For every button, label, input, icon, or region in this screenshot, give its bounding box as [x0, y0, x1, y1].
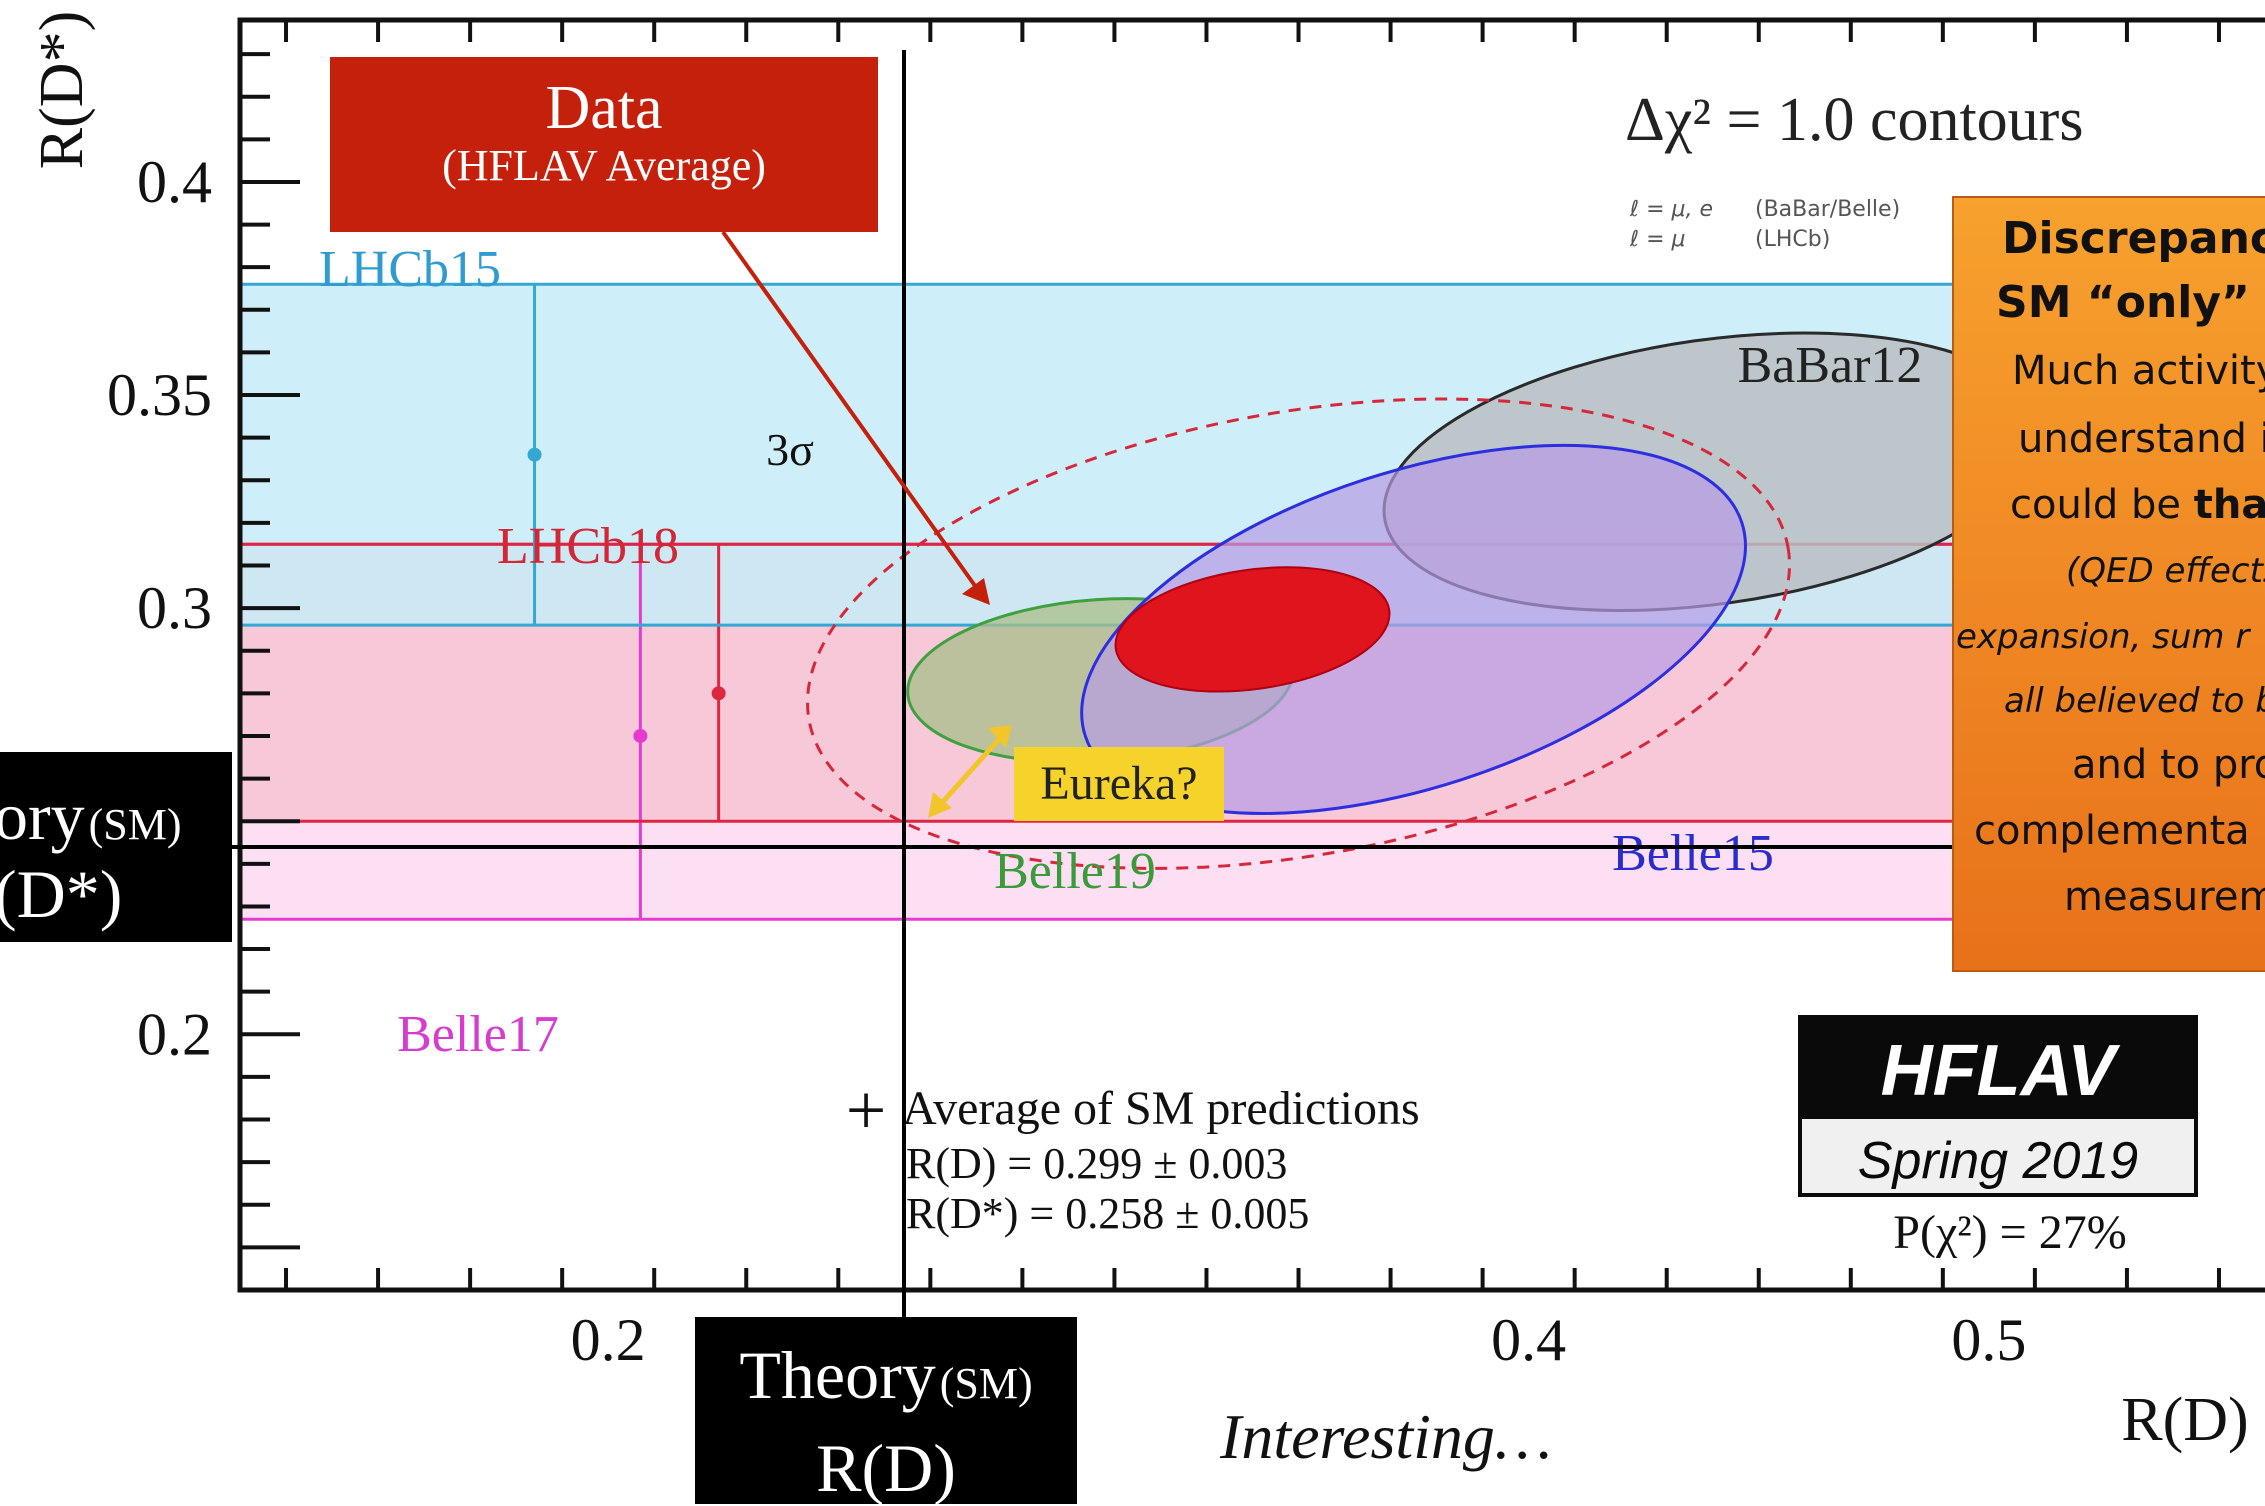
note-body-2: understand it: [2018, 416, 2265, 462]
ellipse-hflav-average: [1114, 566, 1391, 693]
note-body-1: Much activity: [2012, 348, 2265, 394]
sm-legend-rd: R(D) = 0.299 ± 0.003: [906, 1139, 1287, 1188]
theory-rd-value: R(D): [816, 1430, 956, 1506]
sm-legend-title: Average of SM predictions: [902, 1082, 1420, 1135]
data-callout-title: Data: [545, 74, 663, 142]
contours-title: Δχ² = 1.0 contours: [1625, 86, 2083, 154]
sm-legend-rdstar: R(D*) = 0.258 ± 0.005: [906, 1189, 1309, 1238]
theory-rd-box: Theory (SM) R(D): [695, 1317, 1077, 1506]
label-belle17: Belle17: [397, 1006, 559, 1063]
eureka-arrow-head-a: [928, 792, 952, 818]
note-body-5: complementa: [1974, 808, 2250, 854]
note-italic-2: expansion, sum r: [1956, 617, 2250, 657]
data-arrow-head: [962, 578, 990, 605]
bottom-note: Interesting…: [1220, 1401, 1552, 1472]
y-axis-label: R(D*): [28, 11, 96, 169]
data-arrow-line: [721, 230, 980, 592]
x-tick-label: 0.4: [1491, 1307, 1566, 1373]
eureka-arrow-line: [938, 736, 1002, 807]
hflav-logo-text: HFLAV: [1881, 1031, 2122, 1111]
eureka-arrow-head-b: [988, 725, 1012, 748]
theory-rdstar-label: ory: [0, 778, 85, 854]
label-lhcb15: LHCb15: [319, 241, 501, 298]
lepton-note-1-exp: (BaBar/Belle): [1755, 197, 1900, 222]
hflav-season-bg: [1798, 1115, 2198, 1197]
label-3-sigma: 3σ: [766, 424, 814, 475]
theory-rd-label: Theory: [739, 1337, 936, 1413]
y-tick-label: 0.4: [137, 149, 212, 215]
point-lhcb18: [711, 686, 726, 701]
lepton-note-2: ℓ = μ: [1629, 227, 1686, 252]
note-head-2: SM “only” ~: [1996, 277, 2265, 328]
label-belle19: Belle19: [994, 843, 1156, 900]
lepton-note-2-exp: (LHCb): [1755, 227, 1830, 252]
theory-rdstar-sm: (SM): [88, 800, 182, 849]
theory-rdstar-box: ory (SM) (D*): [0, 752, 232, 942]
label-babar12: BaBar12: [1738, 337, 1923, 394]
note-body-4: and to pro: [2072, 742, 2265, 788]
label-belle15: Belle15: [1612, 825, 1774, 882]
y-tick-label: 0.35: [107, 362, 212, 428]
theory-rd-sm: (SM): [939, 1359, 1033, 1408]
data-callout-subtitle: (HFLAV Average): [442, 141, 766, 190]
ellipse-3-sigma: [806, 397, 1792, 870]
note-italic-1: (QED effects?: [2066, 551, 2265, 591]
note-body-3a: could be: [2010, 482, 2194, 528]
hflav-logo-bg: [1798, 1015, 2198, 1115]
y-tick-label: 0.3: [137, 575, 212, 641]
data-callout-box: Data (HFLAV Average): [330, 57, 878, 232]
eureka-text: Eureka?: [1040, 757, 1198, 810]
x-axis-label: R(D): [2121, 1386, 2248, 1454]
plot-frame: [237, 17, 2265, 1293]
point-lhcb15: [527, 447, 542, 462]
sm-legend-marker: +: [846, 1070, 887, 1150]
x-tick-label: 0.5: [1951, 1307, 2026, 1373]
note-body-3b: that: [2193, 482, 2265, 528]
theory-rdstar-value: (D*): [0, 856, 123, 932]
discrepancy-note-box: Discrepancie SM “only” ~ Much activity u…: [1952, 196, 2265, 972]
hflav-season-text: Spring 2019: [1858, 1132, 2138, 1190]
lepton-note-1: ℓ = μ, e: [1629, 197, 1713, 222]
label-lhcb18: LHCb18: [497, 518, 679, 575]
note-italic-3: all believed to b: [2004, 681, 2265, 721]
fit-probability: P(χ²) = 27%: [1893, 1206, 2126, 1259]
note-head-1: Discrepancie: [2002, 213, 2265, 264]
ellipse-belle15: [1080, 443, 1747, 815]
eureka-callout: Eureka?: [1014, 747, 1224, 821]
note-body-6: measurem: [2064, 874, 2265, 920]
x-tick-label: 0.2: [571, 1307, 646, 1373]
point-belle17: [633, 728, 648, 743]
y-tick-label: 0.2: [137, 1001, 212, 1067]
